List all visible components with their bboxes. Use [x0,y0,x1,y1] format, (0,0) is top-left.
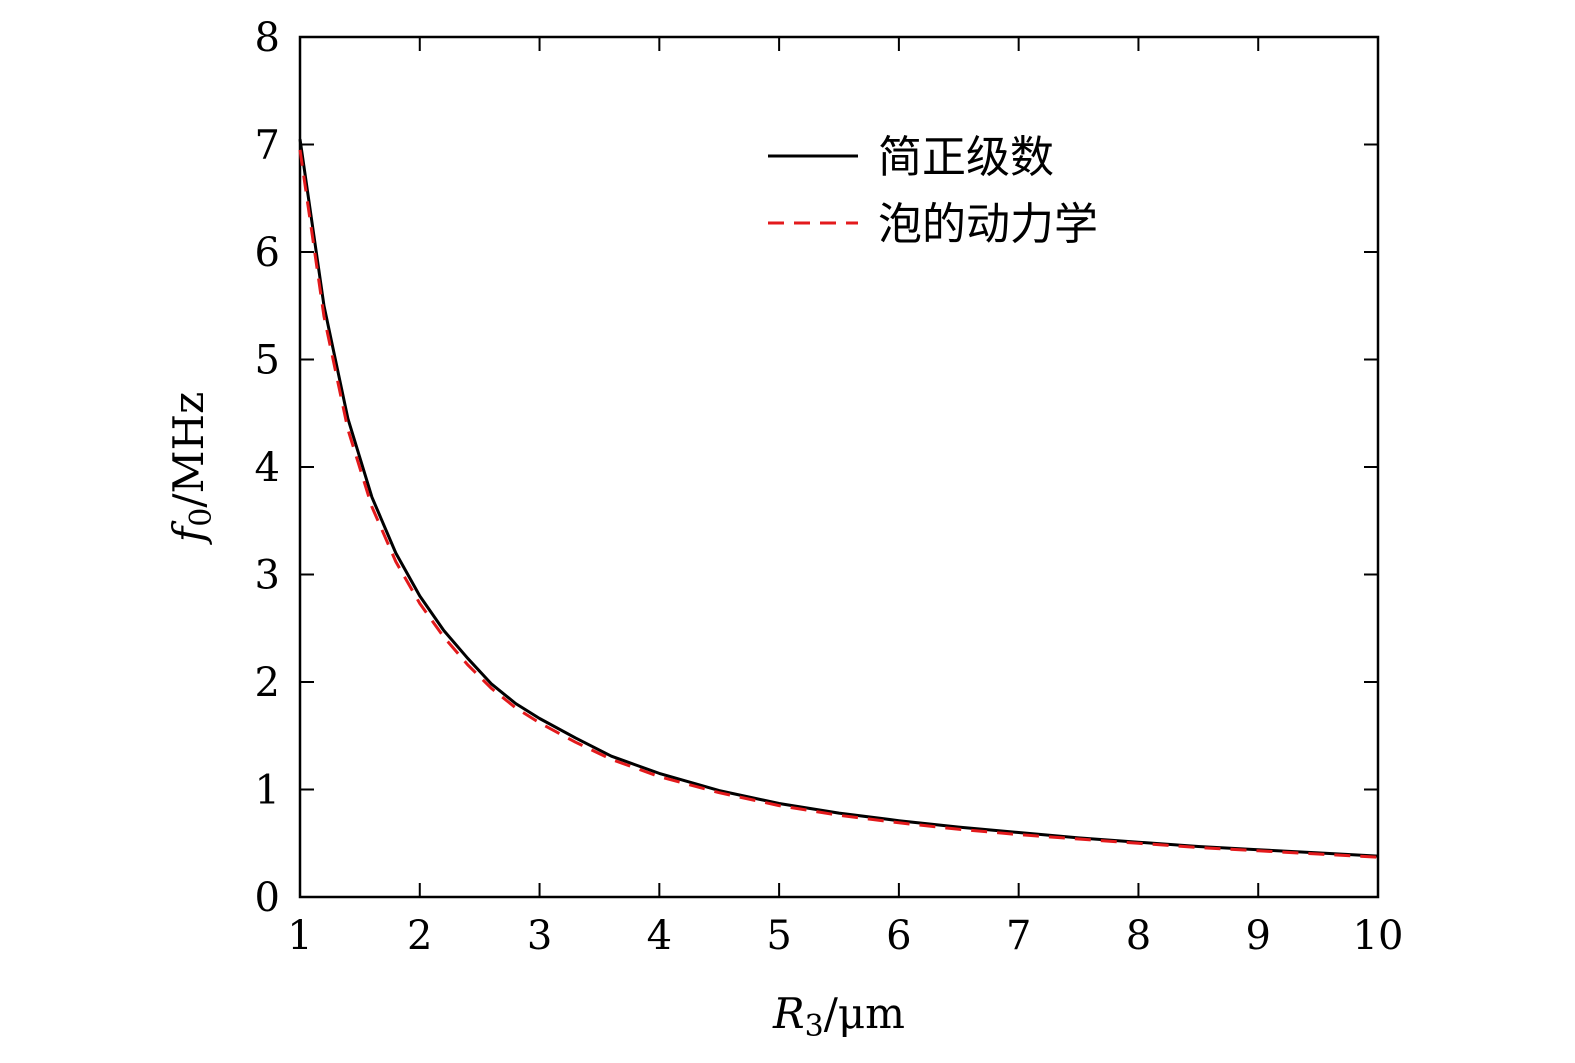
y-axis-unit: /MHz [164,392,213,508]
x-tick-label: 9 [1245,913,1270,959]
series-line-2 [298,149,1379,859]
series-layer [298,138,1379,859]
x-tick-label: 1 [287,913,312,959]
x-axis-label: R3/μm [772,989,905,1044]
x-axis-unit: /μm [824,989,905,1038]
x-axis-subscript: 3 [805,1009,824,1044]
y-tick-label: 0 [255,875,280,921]
x-tick-label: 6 [886,913,911,959]
y-tick-label: 4 [255,445,280,491]
y-axis-subscript: 0 [184,508,219,527]
y-axis-label: f0/MHz [164,392,219,546]
y-tick-label: 8 [255,15,280,61]
x-tick-label: 8 [1126,913,1151,959]
legend: 简正级数 泡的动力学 [768,132,1098,250]
x-tick-label: 10 [1353,913,1404,959]
y-tick-label: 6 [255,230,280,276]
x-axis-symbol: R [772,989,805,1038]
y-tick-label: 5 [255,338,280,384]
x-tick-label: 5 [766,913,791,959]
y-tick-label: 1 [255,768,280,814]
legend-label-series-2: 泡的动力学 [878,199,1098,250]
x-tick-label: 2 [407,913,432,959]
legend-label-series-1: 简正级数 [878,132,1054,183]
series-line-1 [298,138,1379,858]
y-tick-label: 2 [255,660,280,706]
y-tick-label: 3 [255,553,280,599]
x-tick-label: 7 [1006,913,1031,959]
y-tick-label: 7 [255,123,280,169]
x-tick-label: 4 [647,913,672,959]
x-tick-label: 3 [527,913,552,959]
plot-frame [298,35,1380,899]
